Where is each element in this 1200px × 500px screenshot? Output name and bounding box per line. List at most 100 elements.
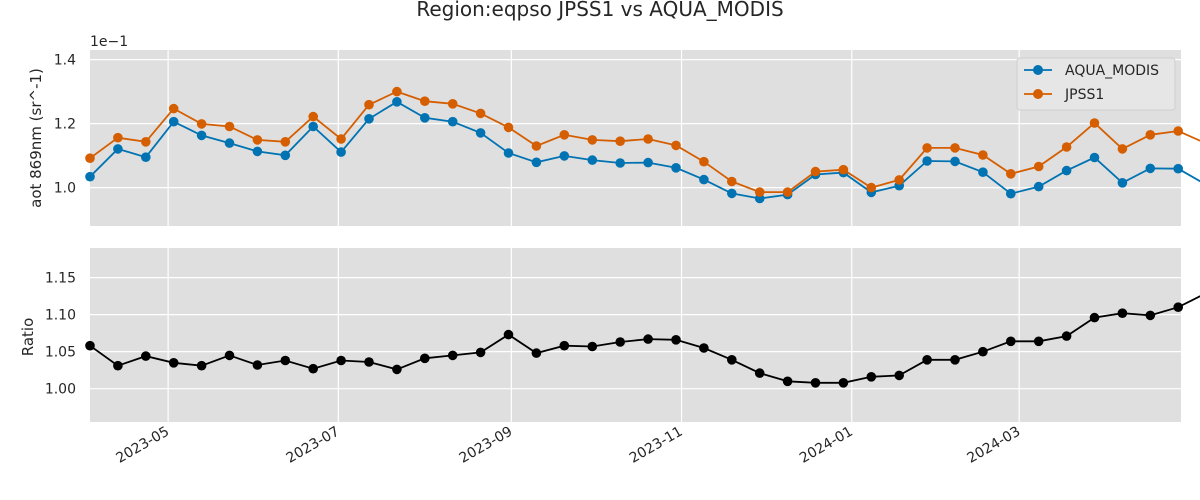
bottom-data-point — [475, 347, 486, 358]
bottom-data-point — [727, 355, 737, 365]
top-data-point — [1061, 142, 1072, 152]
top-data-point — [503, 148, 514, 158]
bottom-y-tick-label: 1.15 — [45, 271, 76, 287]
bottom-data-point — [866, 372, 877, 382]
chart-title: Region:eqpso JPSS1 vs AQUA_MODIS — [416, 0, 783, 21]
bottom-data-point — [364, 357, 374, 367]
x-tick-label: 2024-01 — [797, 424, 856, 467]
top-data-point — [113, 144, 123, 154]
top-data-point — [224, 121, 235, 132]
top-data-point — [1033, 161, 1044, 172]
legend-marker-aqua-modis — [1033, 65, 1043, 75]
bottom-data-point — [85, 340, 95, 351]
top-data-point — [587, 155, 598, 165]
legend-label-jpss1: JPSS1 — [1064, 87, 1104, 103]
top-panel: 1.0 1.2 1.4 1e−1 aot 869nm (sr^-1) AQUA_MO… — [27, 34, 1200, 226]
top-data-point — [810, 166, 821, 177]
bottom-data-point — [308, 363, 319, 374]
bottom-data-point — [1061, 331, 1072, 341]
bottom-data-point — [392, 364, 402, 375]
top-data-point — [1117, 144, 1128, 154]
x-tick-label: 2023-11 — [627, 424, 686, 467]
top-data-point — [1006, 169, 1016, 179]
bottom-data-point — [1145, 310, 1156, 321]
top-data-point — [587, 135, 598, 145]
top-data-point — [1173, 163, 1183, 174]
top-data-point — [503, 122, 514, 133]
top-data-point — [168, 103, 179, 114]
top-data-point — [308, 121, 319, 132]
top-data-point — [196, 130, 207, 141]
top-data-point — [1117, 178, 1128, 188]
top-data-point — [922, 156, 932, 166]
bottom-data-point — [531, 348, 542, 358]
top-data-point — [336, 147, 346, 157]
bottom-data-point — [754, 368, 765, 378]
top-data-point — [894, 175, 904, 185]
top-data-point — [392, 97, 402, 107]
top-data-point — [922, 143, 932, 153]
top-data-point — [1173, 126, 1183, 136]
top-data-point — [643, 134, 653, 144]
legend: AQUA_MODIS JPSS1 — [1016, 57, 1176, 111]
bottom-data-point — [950, 355, 960, 365]
bottom-data-point — [1033, 336, 1044, 347]
top-data-point — [420, 96, 430, 106]
top-data-point — [671, 140, 681, 151]
top-data-point — [252, 135, 263, 145]
bottom-data-point — [1006, 336, 1016, 347]
bottom-y-tick-label: 1.00 — [45, 382, 76, 398]
legend-label-aqua-modis: AQUA_MODIS — [1065, 63, 1159, 79]
top-data-point — [950, 143, 960, 153]
x-tick-labels: 2023-05 2023-07 2023-09 2023-11 2024-01 2024-… — [113, 424, 1023, 467]
top-data-point — [141, 152, 151, 162]
bottom-y-axis-label: Ratio — [19, 318, 37, 357]
bottom-plot-area — [90, 248, 1181, 422]
top-data-point — [1006, 188, 1016, 199]
top-data-point — [1033, 181, 1044, 192]
bottom-data-point — [671, 335, 681, 345]
legend-box — [1016, 57, 1176, 111]
top-data-point — [1061, 165, 1072, 176]
bottom-data-point — [168, 358, 179, 368]
bottom-grid — [90, 248, 1181, 422]
top-data-point — [531, 141, 542, 151]
x-tick-label: 2024-03 — [965, 424, 1024, 467]
top-data-point — [1089, 118, 1100, 128]
top-data-point — [475, 108, 486, 119]
top-data-point — [447, 116, 458, 127]
bottom-data-point — [615, 337, 625, 347]
legend-marker-jpss1 — [1033, 89, 1043, 99]
top-data-point — [559, 130, 570, 140]
bottom-data-point — [1173, 302, 1183, 313]
top-data-point — [615, 158, 625, 168]
bottom-data-point — [252, 360, 263, 370]
top-offset-text: 1e−1 — [90, 34, 128, 50]
x-tick-label: 2023-07 — [284, 424, 343, 467]
bottom-data-point — [643, 334, 653, 344]
top-data-point — [475, 128, 486, 138]
bottom-data-point — [1089, 312, 1100, 323]
bottom-data-point — [280, 355, 291, 366]
top-data-point — [224, 138, 235, 148]
bottom-data-point — [782, 376, 793, 387]
top-data-point — [699, 174, 709, 185]
bottom-y-tick-label: 1.05 — [45, 345, 76, 361]
top-grid — [90, 50, 1181, 226]
x-tick-label: 2023-05 — [113, 424, 172, 467]
top-data-point — [196, 119, 207, 129]
top-data-point — [168, 116, 179, 127]
top-data-point — [280, 137, 291, 147]
top-data-point — [727, 176, 737, 187]
top-data-point — [364, 114, 374, 124]
top-data-point — [447, 99, 458, 109]
bottom-data-point — [336, 355, 346, 366]
top-data-point — [420, 113, 430, 123]
top-data-point — [950, 156, 960, 167]
top-data-point — [392, 86, 402, 97]
bottom-y-tick-label: 1.10 — [45, 308, 76, 324]
top-data-point — [364, 99, 374, 110]
bottom-data-point — [922, 355, 932, 365]
bottom-data-point — [196, 360, 207, 371]
top-data-point — [866, 182, 877, 193]
